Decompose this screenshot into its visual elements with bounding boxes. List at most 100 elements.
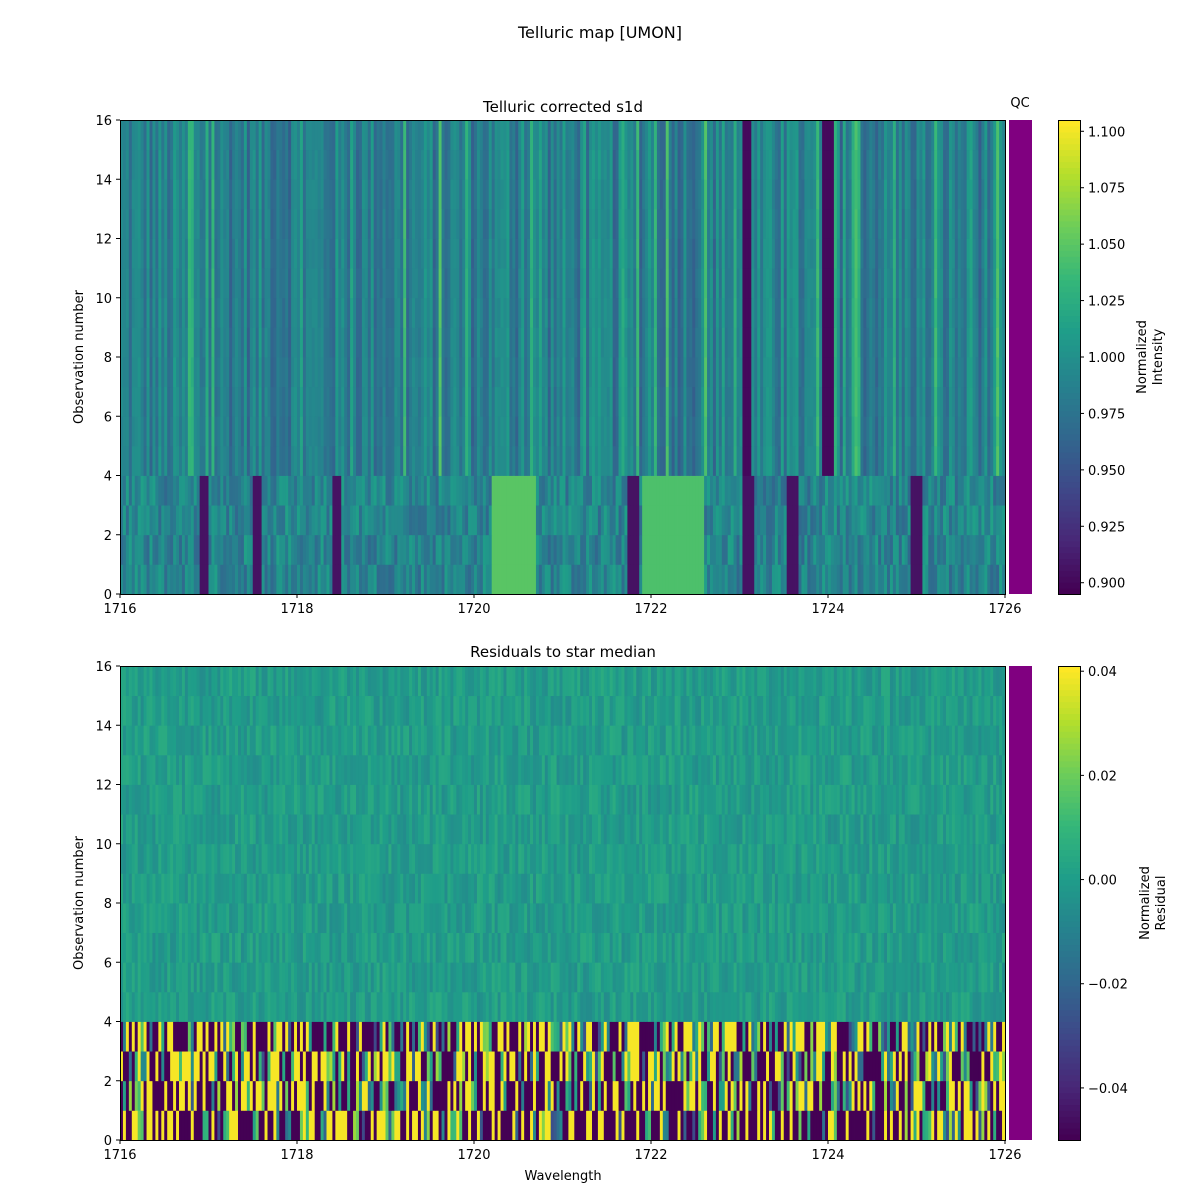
heatmap-cell: [748, 208, 752, 239]
heatmap-cell: [904, 268, 909, 299]
heatmap-cell: [538, 149, 543, 180]
heatmap-cell: [639, 357, 643, 388]
colorbar-segment: [1058, 546, 1080, 554]
heatmap-cell: [586, 445, 590, 476]
heatmap-cell: [465, 149, 469, 180]
heatmap-cell: [485, 564, 490, 595]
heatmap-cell: [763, 386, 767, 417]
heatmap-cell: [429, 179, 434, 210]
heatmap-cell: [763, 327, 767, 358]
heatmap-cell: [987, 238, 991, 269]
heatmap-cell: [459, 445, 463, 476]
heatmap-cell: [774, 386, 779, 417]
heatmap-cell: [167, 297, 171, 328]
heatmap-cell: [931, 208, 935, 239]
heatmap-cell: [987, 475, 991, 506]
heatmap-cell: [329, 120, 333, 151]
heatmap-cell: [645, 475, 649, 506]
heatmap-cell: [574, 534, 578, 565]
heatmap-cell: [341, 327, 345, 358]
heatmap-cell: [412, 208, 416, 239]
heatmap-cell: [712, 297, 717, 328]
heatmap-cell: [774, 208, 779, 239]
heatmap-cell: [193, 268, 198, 299]
heatmap-cell: [913, 564, 917, 595]
heatmap-cell: [347, 179, 351, 210]
heatmap-cell: [648, 445, 652, 476]
heatmap-cell: [887, 505, 891, 536]
heatmap-cell: [842, 179, 847, 210]
heatmap-cell: [140, 534, 144, 565]
heatmap-cell: [869, 534, 873, 565]
heatmap-cell: [907, 268, 911, 299]
heatmap-cell: [966, 475, 970, 506]
heatmap-cell: [954, 534, 959, 565]
heatmap-cell: [683, 120, 687, 151]
heatmap-cell: [963, 179, 968, 210]
heatmap-cell: [125, 297, 130, 328]
heatmap-cell: [698, 149, 702, 180]
heatmap-cell: [184, 297, 189, 328]
heatmap-cell: [990, 386, 994, 417]
heatmap-cell: [415, 416, 419, 447]
heatmap-cell: [406, 416, 410, 447]
heatmap-cell: [592, 357, 596, 388]
heatmap-cell: [940, 179, 944, 210]
heatmap-cell: [559, 505, 563, 536]
heatmap-cell: [671, 564, 675, 595]
heatmap-cell: [471, 179, 475, 210]
heatmap-cell: [937, 149, 941, 180]
heatmap-cell: [940, 149, 944, 180]
heatmap-cell: [167, 564, 171, 595]
heatmap-cell: [379, 120, 383, 151]
heatmap-cell: [494, 208, 498, 239]
heatmap-cell: [798, 179, 802, 210]
heatmap-cell: [382, 149, 386, 180]
heatmap-cell: [733, 534, 737, 565]
heatmap-cell: [279, 297, 283, 328]
heatmap-cell: [807, 416, 811, 447]
heatmap-cell: [878, 268, 882, 299]
heatmap-cell: [190, 357, 195, 388]
heatmap-cell: [562, 564, 566, 595]
heatmap-cell: [662, 534, 667, 565]
heatmap-cell: [928, 445, 932, 476]
heatmap-cell: [651, 505, 655, 536]
heatmap-cell: [217, 475, 221, 506]
heatmap-cell: [577, 564, 581, 595]
heatmap-cell: [777, 120, 782, 151]
heatmap-cell: [373, 445, 378, 476]
heatmap-cell: [993, 268, 997, 299]
heatmap-cell: [438, 179, 442, 210]
heatmap-cell: [214, 416, 218, 447]
heatmap-cell: [285, 149, 289, 180]
heatmap-cell: [860, 564, 864, 595]
heatmap-cell: [273, 179, 277, 210]
heatmap-cell: [733, 475, 737, 506]
heatmap-cell: [704, 179, 708, 210]
heatmap-cell: [751, 475, 755, 506]
heatmap-cell: [721, 475, 726, 506]
heatmap-cell: [810, 386, 814, 417]
heatmap-cell: [465, 238, 469, 269]
heatmap-cell: [476, 505, 481, 536]
heatmap-cell: [252, 475, 257, 506]
heatmap-cell: [577, 445, 581, 476]
heatmap-cell: [754, 505, 758, 536]
heatmap-cell: [993, 120, 997, 151]
heatmap-cell: [530, 386, 534, 417]
heatmap-cell: [733, 505, 737, 536]
heatmap-cell: [878, 534, 882, 565]
heatmap-cell: [724, 297, 729, 328]
heatmap-cell: [196, 1110, 201, 1141]
heatmap-cell: [975, 564, 979, 595]
heatmap-cell: [683, 179, 687, 210]
heatmap-cell: [152, 149, 156, 180]
heatmap-cell: [774, 149, 779, 180]
heatmap-cell: [258, 534, 262, 565]
heatmap-cell: [184, 120, 189, 151]
heatmap-cell: [453, 475, 457, 506]
heatmap-cell: [223, 208, 227, 239]
heatmap-cell: [338, 386, 342, 417]
heatmap-cell: [335, 208, 339, 239]
